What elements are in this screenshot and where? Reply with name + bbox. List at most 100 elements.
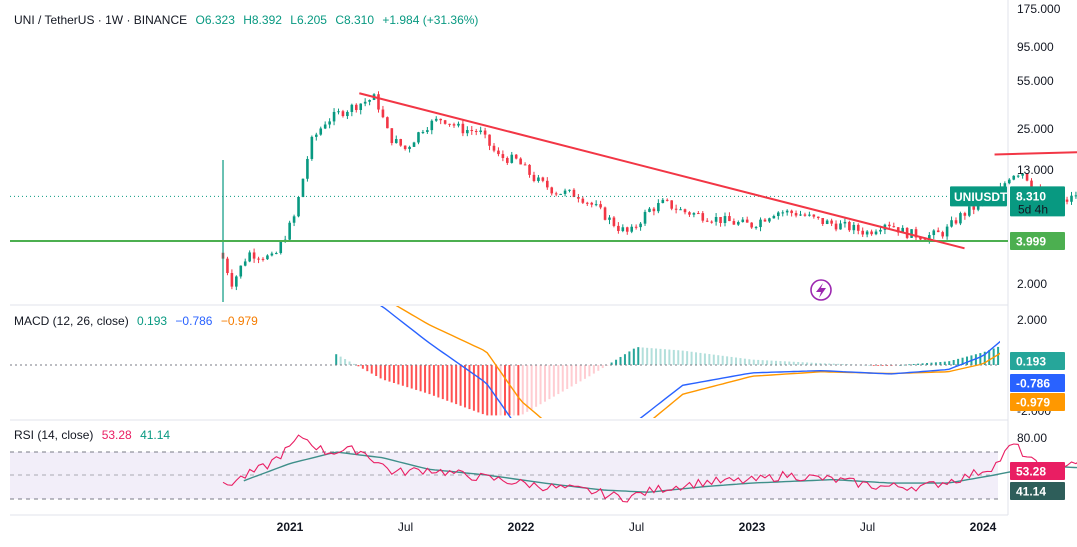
macd-histogram-bar — [579, 365, 582, 382]
macd-histogram-bar — [344, 359, 347, 365]
rsi-legend-ma: 41.14 — [140, 428, 171, 442]
macd-histogram-bar — [406, 365, 409, 388]
macd-histogram-bar — [446, 365, 449, 401]
macd-histogram-bar — [961, 357, 964, 365]
candle-body — [959, 213, 962, 224]
candle-body — [972, 206, 976, 210]
macd-histogram-bar — [415, 365, 418, 390]
candle-body — [554, 193, 558, 195]
macd-histogram-bar — [632, 348, 635, 365]
macd-histogram-bar — [774, 360, 777, 365]
candle-body — [1074, 195, 1077, 197]
macd-histogram-bar — [366, 365, 369, 372]
macd-histogram-bar — [392, 365, 395, 383]
candle-body — [603, 207, 607, 220]
candle-body — [483, 130, 487, 135]
ohlc-low: L6.205 — [290, 13, 327, 27]
macd-histogram-bar — [552, 365, 555, 397]
candle-body — [732, 221, 736, 225]
ohlc-change: +1.984 (+31.36%) — [382, 13, 479, 27]
candle-body — [239, 265, 243, 277]
price-tag-bg — [1010, 186, 1065, 217]
candle-body — [776, 212, 780, 217]
candle-body — [243, 261, 247, 266]
candle-body — [537, 177, 540, 182]
rsi-ma-line — [243, 451, 1077, 493]
candle-body — [950, 220, 953, 227]
macd-histogram-bar — [881, 365, 884, 366]
time-axis-tick: 2023 — [739, 520, 766, 534]
rsi-legend-label[interactable]: RSI (14, close) — [14, 428, 94, 442]
macd-histogram-bar — [939, 361, 942, 365]
candle-body — [714, 216, 718, 222]
macd-legend[interactable]: MACD (12, 26, close) 0.193 −0.786 −0.979 — [14, 314, 263, 328]
lightning-icon[interactable] — [810, 279, 832, 301]
rsi-pane[interactable] — [222, 434, 1077, 503]
macd-histogram-bar — [428, 365, 431, 395]
candle-body — [919, 237, 922, 240]
macd-signal-tag: -0.979 — [1016, 396, 1050, 410]
candle-body — [399, 139, 403, 146]
candle-body — [688, 212, 691, 215]
candle-body — [665, 199, 669, 201]
candle-body — [683, 209, 687, 213]
candle-body — [230, 273, 234, 287]
macd-histogram-bar — [952, 360, 955, 365]
macd-histogram-bar — [819, 363, 822, 365]
macd-histogram-bar — [726, 356, 729, 365]
price-axis-tick: 25.000 — [1017, 122, 1054, 136]
macd-histogram-bar — [810, 362, 813, 365]
macd-histogram-bar — [504, 365, 507, 416]
macd-histogram-bar — [335, 354, 338, 365]
candle-body — [816, 216, 820, 219]
macd-histogram-bar — [379, 365, 382, 379]
macd-histogram-bar — [561, 365, 564, 392]
macd-histogram-bar — [917, 363, 920, 365]
macd-histogram-bar — [908, 364, 911, 366]
macd-histogram-bar — [348, 361, 351, 365]
candle-body — [421, 131, 425, 133]
candle-body — [679, 209, 682, 211]
macd-histogram-bar — [921, 363, 924, 365]
macd-histogram-bar — [886, 365, 889, 366]
macd-histogram-bar — [677, 350, 680, 365]
candle-body — [968, 206, 971, 216]
rsi-legend[interactable]: RSI (14, close) 53.28 41.14 — [14, 428, 175, 442]
rsi-value-tag-bg — [1010, 462, 1065, 480]
candle-body — [541, 177, 545, 181]
candle-body — [1070, 195, 1073, 202]
macd-histogram-bar — [708, 354, 711, 365]
candle-body — [394, 139, 398, 144]
candle-body — [856, 224, 860, 231]
candle-body — [559, 193, 562, 195]
candle-body — [785, 210, 789, 213]
symbol-tag-bg — [950, 186, 1007, 207]
candle-body — [799, 214, 802, 216]
candle-body — [803, 214, 807, 216]
candle-body — [368, 99, 371, 102]
candle-body — [794, 213, 798, 216]
candle-body — [479, 130, 482, 133]
candle-body — [608, 217, 611, 220]
macd-histogram-bar — [846, 364, 849, 365]
macd-histogram-bar — [703, 353, 706, 365]
macd-legend-label[interactable]: MACD (12, 26, close) — [14, 314, 129, 328]
candle-body — [830, 220, 833, 224]
candle-body — [839, 223, 842, 230]
rsi-value-tag: 53.28 — [1016, 465, 1046, 479]
macd-pane[interactable] — [10, 280, 1077, 466]
candle-body — [719, 216, 722, 224]
candle-body — [612, 217, 616, 226]
symbol-legend[interactable]: UNI / TetherUS · 1W · BINANCE O6.323 H8.… — [14, 13, 483, 27]
candle-body — [510, 154, 514, 163]
candle-body — [528, 164, 531, 175]
candle-body — [723, 216, 727, 224]
candle-body — [701, 213, 705, 221]
candle-body — [226, 258, 229, 274]
symbol-title[interactable]: UNI / TetherUS · 1W · BINANCE — [14, 13, 188, 27]
macd-histogram-bar — [779, 361, 782, 365]
ohlc-close: C8.310 — [335, 13, 375, 27]
macd-histogram-bar — [872, 365, 875, 366]
candle-body — [812, 214, 816, 217]
